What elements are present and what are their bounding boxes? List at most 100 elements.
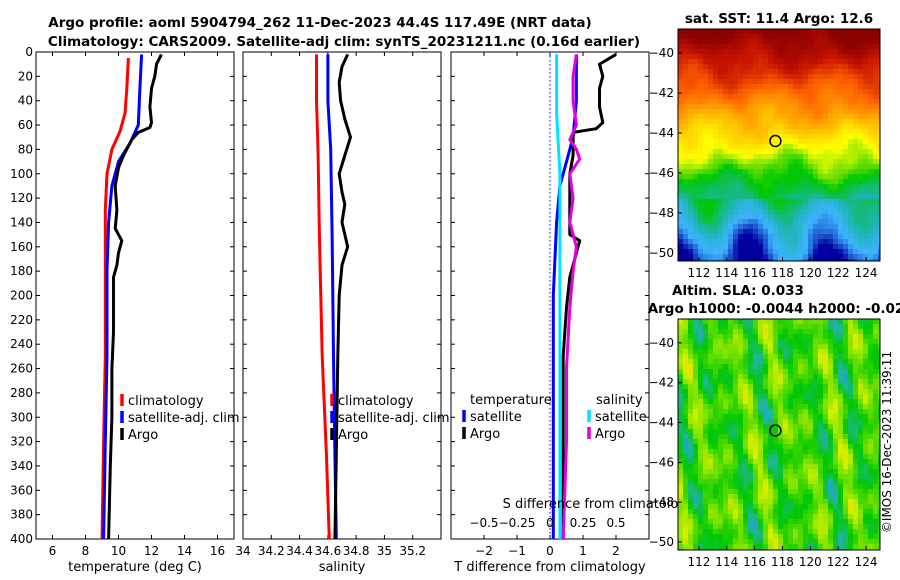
sst-map-cell <box>723 69 729 75</box>
sla-map-cell <box>823 349 829 355</box>
sla-map-cell <box>793 529 799 535</box>
sla-map-cell <box>868 454 874 460</box>
sst-map-cell <box>703 244 709 250</box>
sst-map-cell <box>753 104 759 110</box>
sst-map-cell <box>773 229 779 235</box>
sla-map-cell <box>858 449 864 455</box>
sst-map-cell <box>768 159 774 165</box>
sst-map-cell <box>768 79 774 85</box>
sla-map-cell <box>748 424 754 430</box>
sla-map-cell <box>758 489 764 495</box>
sla-map-cell <box>768 374 774 380</box>
sla-map-cell <box>823 404 829 410</box>
sla-map-cell <box>723 484 729 490</box>
sst-map-cell <box>723 184 729 190</box>
sst-map-cell <box>878 94 881 100</box>
sla-map-cell <box>878 509 881 515</box>
sst-map-cell <box>813 64 819 70</box>
sst-map-cell <box>708 29 714 35</box>
sla-map-cell <box>683 544 689 550</box>
sla-map-cell <box>863 454 869 460</box>
sst-map-cell <box>828 234 834 240</box>
sst-map-cell <box>733 249 739 255</box>
sla-map-cell <box>858 349 864 355</box>
sla-map-cell <box>878 334 881 340</box>
sst-map-cell <box>713 194 719 200</box>
sst-map-cell <box>783 204 789 210</box>
sla-map-cell <box>853 324 859 330</box>
sla-map-cell <box>823 449 829 455</box>
sla-map-cell <box>683 459 689 465</box>
sst-map-cell <box>773 119 779 125</box>
sst-map-cell <box>858 39 864 45</box>
sla-map-cell <box>818 364 824 370</box>
sst-map-cell <box>713 44 719 50</box>
sla-map-cell <box>703 359 709 365</box>
sst-map-cell <box>698 49 704 55</box>
sst-map-cell <box>833 114 839 120</box>
sla-map-cell <box>728 494 734 500</box>
sst-map-cell <box>693 59 699 65</box>
sst-map-cell <box>778 84 784 90</box>
sst-map-cell <box>873 139 879 145</box>
sla-map-cell <box>738 464 744 470</box>
sst-map-cell <box>738 79 744 85</box>
sla-map-cell <box>708 384 714 390</box>
sla-map-cell <box>828 319 834 325</box>
sla-map-cell <box>813 334 819 340</box>
sst-map-cell <box>678 69 684 75</box>
sst-map-cell <box>868 169 874 175</box>
sla-map-cell <box>778 354 784 360</box>
sst-map-cell <box>678 129 684 135</box>
sst-map-cell <box>818 144 824 150</box>
sla-map-cell <box>838 524 844 530</box>
sla-map-cell <box>828 519 834 525</box>
sst-map-cell <box>773 244 779 250</box>
sst-map-cell <box>848 109 854 115</box>
sst-map-cell <box>763 49 769 55</box>
sla-map-cell <box>868 484 874 490</box>
sst-map-cell <box>818 209 824 215</box>
sst-map-cell <box>678 49 684 55</box>
sst-map-cell <box>788 59 794 65</box>
sst-map-cell <box>788 129 794 135</box>
sst-map-cell <box>688 94 694 100</box>
sst-map-cell <box>693 34 699 40</box>
sst-map-cell <box>753 254 759 260</box>
sla-map-cell <box>683 339 689 345</box>
sst-map-cell <box>828 229 834 235</box>
sst-map-cell <box>808 214 814 220</box>
sst-map-cell <box>853 134 859 140</box>
sla-map-cell <box>878 544 881 550</box>
sst-map-cell <box>753 194 759 200</box>
sla-map-cell <box>788 319 794 325</box>
sst-map-cell <box>858 179 864 185</box>
sst-map-cell <box>863 159 869 165</box>
sst-map-cell <box>833 89 839 95</box>
sla-map-cell <box>708 324 714 330</box>
sla-map-cell <box>743 499 749 505</box>
sla-map-cell <box>713 489 719 495</box>
sla-map-cell <box>803 379 809 385</box>
sst-map-cell <box>693 154 699 160</box>
sst-map-cell <box>758 64 764 70</box>
sla-map-cell <box>788 429 794 435</box>
sst-map-cell <box>728 79 734 85</box>
sst-map-cell <box>868 209 874 215</box>
sla-map-cell <box>758 544 764 550</box>
sla-map-cell <box>713 394 719 400</box>
sla-map-cell <box>798 504 804 510</box>
sla-map-cell <box>823 319 829 325</box>
sla-map-cell <box>738 504 744 510</box>
sla-map-cell <box>858 439 864 445</box>
sla-map-cell <box>848 374 854 380</box>
sla-map-cell <box>688 364 694 370</box>
sla-map-cell <box>838 354 844 360</box>
sla-map-cell <box>763 319 769 325</box>
sst-map-cell <box>748 184 754 190</box>
sla-map-cell <box>853 514 859 520</box>
sla-map-cell <box>833 409 839 415</box>
sst-map-cell <box>703 219 709 225</box>
sst-map-cell <box>743 84 749 90</box>
sst-map-cell <box>873 254 879 260</box>
